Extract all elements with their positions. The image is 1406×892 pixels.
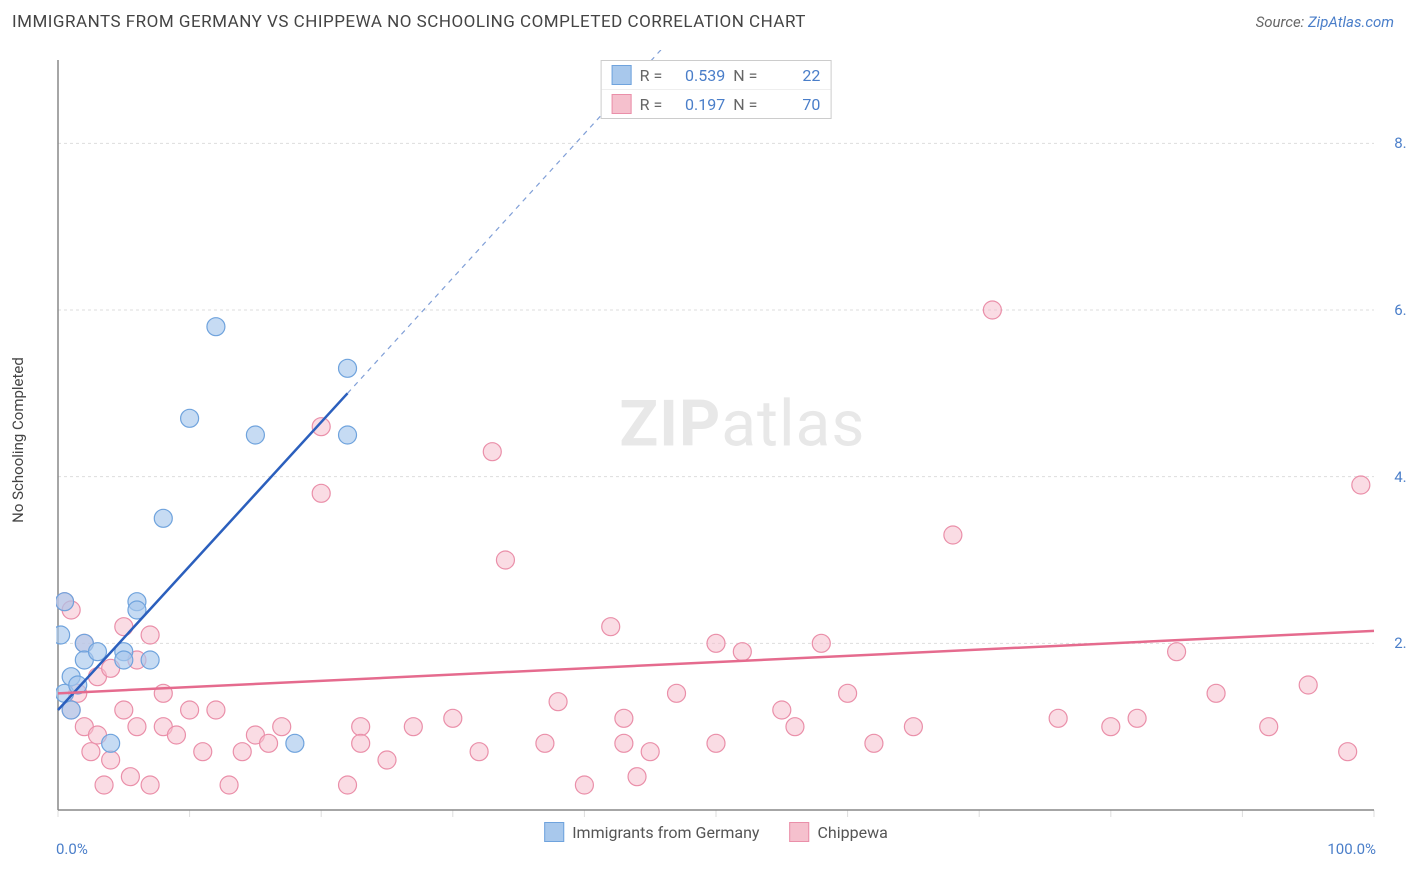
legend-row-chippewa: R = 0.197 N = 70 [602,90,831,118]
y-axis-label: No Schooling Completed [9,357,27,523]
correlation-legend: R = 0.539 N = 22 R = 0.197 N = 70 [601,60,832,119]
y-tick: 2.0% [1394,634,1406,652]
y-tick: 6.0% [1394,301,1406,319]
swatch-icon [612,94,632,114]
chart-header: IMMIGRANTS FROM GERMANY VS CHIPPEWA NO S… [12,12,1394,32]
series-legend: Immigrants from Germany Chippewa [544,822,888,842]
source-label: Source: ZipAtlas.com [1256,13,1394,31]
x-tick-max: 100.0% [1327,840,1376,858]
legend-row-germany: R = 0.539 N = 22 [602,61,831,90]
swatch-icon [544,822,564,842]
chart-area: No Schooling Completed ZIPatlas R = 0.53… [56,50,1376,830]
chart-title: IMMIGRANTS FROM GERMANY VS CHIPPEWA NO S… [12,12,806,32]
swatch-icon [612,65,632,85]
swatch-icon [790,822,810,842]
scatter-plot [56,50,1376,830]
y-tick: 4.0% [1394,468,1406,486]
y-tick: 8.0% [1394,134,1406,152]
source-link[interactable]: ZipAtlas.com [1308,13,1394,31]
legend-item-chippewa: Chippewa [790,822,888,842]
x-tick-min: 0.0% [56,840,88,858]
legend-item-germany: Immigrants from Germany [544,822,759,842]
